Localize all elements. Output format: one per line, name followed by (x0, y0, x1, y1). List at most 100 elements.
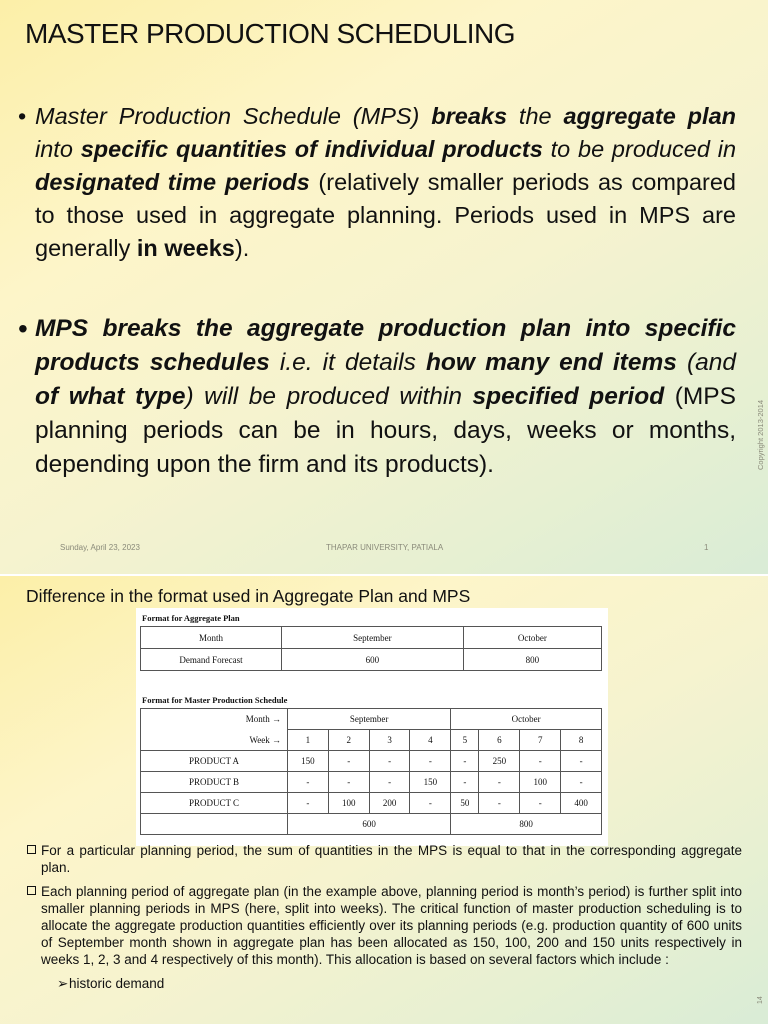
table-cell: 600 (281, 648, 464, 671)
table-cell: 50 (450, 792, 480, 814)
bullet-dot: • (18, 313, 28, 344)
week-header: 1 (287, 729, 329, 751)
table-cell: 150 (287, 750, 329, 772)
table-cell: - (327, 750, 370, 772)
week-header: 2 (327, 729, 370, 751)
text-run: designated time periods (35, 169, 310, 195)
table-row: Month September October (140, 626, 603, 649)
text-run: MPS breaks the aggregate production plan… (35, 315, 736, 376)
table-cell: October (462, 626, 603, 649)
table-cell: Demand Forecast (140, 648, 282, 671)
mps-table: Month → September October Week → 1 2 3 4… (140, 708, 602, 835)
bullet-dot: • (18, 103, 27, 129)
table-row: Week → 1 2 3 4 5 6 7 8 (140, 729, 602, 751)
table-cell: 150 (409, 771, 452, 793)
note-text: Each planning period of aggregate plan (… (41, 884, 742, 967)
table-cell: 100 (519, 771, 562, 793)
total-cell: 800 (450, 813, 602, 835)
footer-organization: THAPAR UNIVERSITY, PATIALA (326, 543, 444, 552)
text-run: ) will be produced within (185, 383, 473, 410)
text-run: to be produced in (542, 136, 737, 162)
aggregate-table-caption: Format for Aggregate Plan (142, 613, 240, 623)
copyright-notice: Copyright 2013-2014 (756, 399, 765, 470)
product-label: PRODUCT B (140, 771, 288, 793)
text-run: (relatively smaller periods as compared … (35, 169, 736, 261)
table-cell: - (327, 771, 370, 793)
aggregate-plan-table: Month September October Demand Forecast … (140, 626, 603, 671)
footer-date: Sunday, April 23, 2023 (60, 543, 140, 552)
bullet-mps-details: • MPS breaks the aggregate production pl… (18, 312, 736, 482)
table-cell: - (409, 792, 452, 814)
arrow-bullet-icon: ➢ (57, 976, 69, 991)
sub-item: ➢ historic demand (27, 975, 742, 992)
bullet-text: Master Production Schedule (MPS) breaks … (35, 100, 736, 265)
week-header: 4 (409, 729, 452, 751)
format-tables-image: Format for Aggregate Plan Month Septembe… (136, 608, 608, 846)
table-cell: 800 (462, 648, 603, 671)
note-item: Each planning period of aggregate plan (… (27, 883, 742, 968)
text-run: specific quantities of individual produc… (80, 136, 543, 162)
table-cell: - (409, 750, 452, 772)
month-header: September (286, 708, 452, 730)
table-cell: - (450, 750, 480, 772)
table-cell: Month (140, 626, 282, 649)
week-header: 5 (450, 729, 480, 751)
month-header: October (450, 708, 602, 730)
table-cell: - (560, 771, 602, 793)
slide-2: Difference in the format used in Aggrega… (0, 576, 768, 1024)
month-label: Month → (140, 708, 288, 730)
table-row: Demand Forecast 600 800 (140, 648, 603, 671)
table-cell: 400 (560, 792, 602, 814)
footer-page-number: 1 (704, 543, 709, 552)
week-header: 6 (478, 729, 521, 751)
text-run: ). (234, 235, 250, 261)
table-cell: - (519, 750, 562, 772)
text-run: specified period (472, 383, 665, 410)
table-row: PRODUCT A 150 - - - - 250 - - (140, 750, 602, 772)
table-row: Month → September October (140, 708, 602, 730)
table-row: 600 800 (140, 813, 602, 835)
week-label: Week → (140, 729, 288, 751)
table-cell: 250 (478, 750, 521, 772)
sub-item-text: historic demand (69, 976, 165, 991)
table-cell: - (368, 750, 411, 772)
table-cell: - (450, 771, 480, 793)
week-header: 3 (368, 729, 411, 751)
table-cell: - (478, 792, 521, 814)
table-cell: - (287, 771, 329, 793)
table-row: PRODUCT C - 100 200 - 50 - - 400 (140, 792, 602, 814)
text-run: in weeks (136, 235, 235, 261)
text-run: breaks (431, 103, 508, 129)
table-cell: 200 (368, 792, 411, 814)
table-row: PRODUCT B - - - 150 - - 100 - (140, 771, 602, 793)
slide-title: MASTER PRODUCTION SCHEDULING (25, 18, 516, 49)
table-cell: - (519, 792, 562, 814)
text-run: the (507, 103, 564, 129)
bullet-mps-definition: • Master Production Schedule (MPS) break… (18, 100, 736, 265)
text-run: (and (676, 349, 737, 376)
table-cell: - (368, 771, 411, 793)
mps-table-caption: Format for Master Production Schedule (142, 695, 288, 705)
table-cell: 100 (327, 792, 370, 814)
slide-1: MASTER PRODUCTION SCHEDULING • Master Pr… (0, 0, 768, 574)
text-run: of what type (35, 383, 186, 410)
text-run: how many end items (425, 349, 677, 376)
table-cell: - (287, 792, 329, 814)
product-label: PRODUCT C (140, 792, 288, 814)
product-label: PRODUCT A (140, 750, 288, 772)
checkbox-bullet-icon (27, 886, 36, 895)
slide-title: Difference in the format used in Aggrega… (26, 586, 471, 606)
text-run: i.e. it details (269, 349, 426, 376)
text-run: aggregate plan (563, 103, 736, 129)
bullet-text: MPS breaks the aggregate production plan… (35, 312, 736, 482)
edge-number: 14 (757, 996, 764, 1004)
table-cell: - (478, 771, 521, 793)
text-run: (MPS planning periods can be in hours, d… (35, 383, 736, 478)
notes: For a particular planning period, the su… (27, 842, 742, 992)
text-run: Master Production Schedule (MPS) (35, 103, 432, 129)
week-header: 8 (560, 729, 602, 751)
table-cell: September (281, 626, 464, 649)
text-run: into (35, 136, 81, 162)
week-header: 7 (519, 729, 562, 751)
total-cell: 600 (286, 813, 452, 835)
